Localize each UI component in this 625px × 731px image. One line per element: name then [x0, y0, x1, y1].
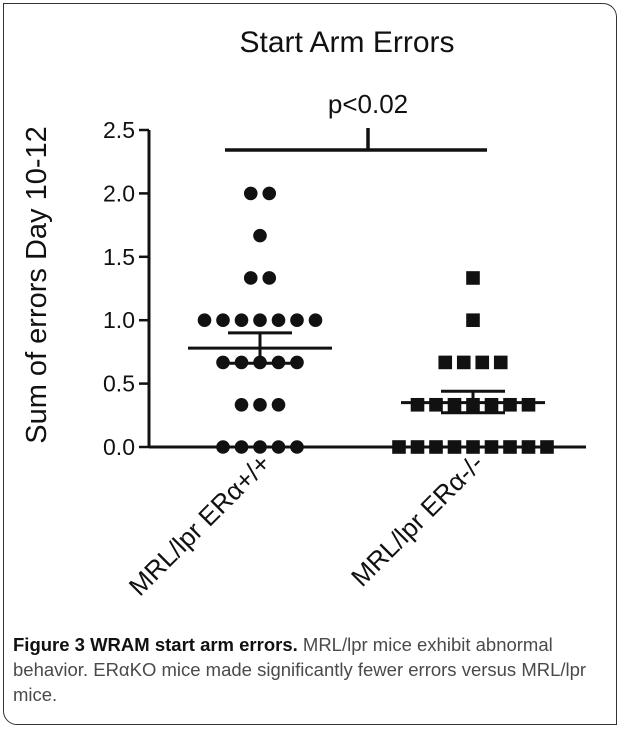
data-point-circle: [271, 440, 286, 454]
data-point-square: [521, 397, 536, 412]
data-point-circle: [290, 440, 304, 454]
y-axis-ticks: 0.0 0.5 1.0 1.5 2.0 2.5: [103, 117, 149, 460]
data-point-square: [447, 397, 462, 412]
data-point-square: [438, 355, 453, 370]
data-point-square: [456, 355, 471, 370]
data-point-square: [503, 440, 517, 454]
y-tick-label: 2.5: [103, 117, 135, 143]
x-category-label: MRL/lpr ERα+/+: [123, 448, 276, 601]
data-point-circle: [271, 313, 286, 328]
y-tick-label: 2.0: [103, 180, 135, 206]
data-point-square: [484, 397, 499, 412]
data-point-square: [466, 440, 480, 454]
data-point-circle: [216, 355, 230, 370]
y-tick-label: 0.0: [103, 434, 135, 460]
chart-title: Start Arm Errors: [239, 26, 454, 59]
data-point-square: [392, 440, 406, 454]
data-point-circle: [234, 397, 249, 412]
data-point-square: [447, 440, 462, 454]
data-point-circle: [253, 397, 267, 412]
data-point-circle: [197, 313, 212, 328]
figure-caption: Figure 3 WRAM start arm errors. MRL/lpr …: [13, 632, 613, 707]
data-point-circle: [234, 440, 249, 454]
data-point-circle: [243, 271, 258, 285]
y-tick-label: 1.5: [103, 244, 135, 270]
data-point-square: [429, 440, 443, 454]
significance-bracket: p<0.02: [225, 89, 487, 152]
data-point-circle: [262, 271, 277, 285]
data-point-circle: [216, 313, 230, 328]
data-point-square: [466, 271, 480, 285]
p-value-annotation: p<0.02: [328, 89, 408, 119]
x-category-label: MRL/lpr ERα-/-: [345, 448, 489, 592]
data-point-square: [503, 397, 517, 412]
data-point-circle: [290, 313, 304, 328]
data-point-square: [410, 397, 425, 412]
x-axis-labels: MRL/lpr ERα+/+ MRL/lpr ERα-/-: [123, 448, 489, 601]
scatter-chart: Start Arm Errors Sum of errors Day 10-12…: [21, 26, 586, 601]
data-point-circle: [308, 313, 323, 328]
mean-sem-bars: [188, 331, 545, 415]
data-point-square: [540, 440, 554, 454]
data-point-circle: [262, 186, 277, 201]
data-point-square: [493, 355, 508, 370]
caption-text: MRL/lpr mice exhibit abnormal behavior. …: [13, 634, 587, 705]
data-point-square: [410, 440, 425, 454]
caption-title: Figure 3 WRAM start arm errors.: [13, 634, 298, 655]
data-point-circle: [243, 186, 258, 201]
data-point-circle: [271, 397, 286, 412]
y-tick-label: 0.5: [103, 371, 135, 397]
data-point-square: [484, 440, 499, 454]
data-point-circle: [253, 440, 267, 454]
data-point-square: [475, 355, 490, 370]
data-point-circle: [290, 355, 304, 370]
data-point-circle: [253, 313, 267, 328]
data-point-circle: [234, 313, 249, 328]
data-point-square: [466, 313, 480, 327]
data-point-square: [429, 397, 443, 412]
y-axis-label: Sum of errors Day 10-12: [21, 126, 53, 444]
data-point-circle: [253, 228, 267, 243]
data-points: [197, 186, 554, 454]
y-tick-label: 1.0: [103, 307, 135, 333]
data-point-square: [521, 440, 536, 454]
figure-frame: [3, 3, 617, 725]
data-point-circle: [216, 440, 230, 454]
